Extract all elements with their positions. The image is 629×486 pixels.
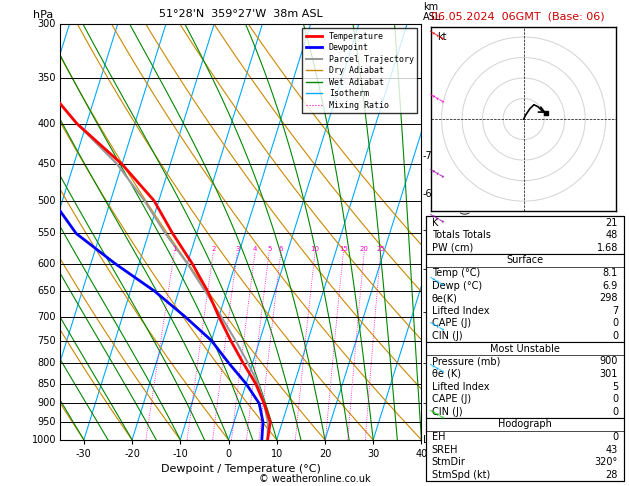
Text: LCL: LCL [423,435,440,445]
Text: 800: 800 [38,358,56,368]
Text: EH: EH [431,432,445,442]
Text: 0: 0 [612,394,618,404]
Text: 5: 5 [612,382,618,392]
Text: 900: 900 [599,356,618,366]
Text: 1: 1 [172,246,177,252]
Text: © weatheronline.co.uk: © weatheronline.co.uk [259,473,370,484]
Text: 320°: 320° [595,457,618,467]
Text: 500: 500 [38,195,56,206]
Text: Most Unstable: Most Unstable [490,344,560,354]
X-axis label: Dewpoint / Temperature (°C): Dewpoint / Temperature (°C) [160,465,321,474]
Text: 8.1: 8.1 [603,268,618,278]
Text: 6: 6 [279,246,283,252]
Text: -1: -1 [423,399,432,408]
Text: 600: 600 [38,259,56,269]
Text: 43: 43 [606,445,618,454]
Text: -7: -7 [423,152,432,161]
Text: →→→: →→→ [426,212,445,226]
Text: -5: -5 [423,226,432,235]
Text: 298: 298 [599,293,618,303]
Text: 2: 2 [211,246,216,252]
Text: 51°28'N  359°27'W  38m ASL: 51°28'N 359°27'W 38m ASL [159,9,323,19]
Text: Surface: Surface [506,256,543,265]
Text: 300: 300 [38,19,56,29]
Text: 400: 400 [38,119,56,129]
Text: →→→: →→→ [426,167,445,181]
Text: 06.05.2024  06GMT  (Base: 06): 06.05.2024 06GMT (Base: 06) [431,12,604,22]
Text: Lifted Index: Lifted Index [431,306,489,316]
Text: 48: 48 [606,230,618,240]
Text: StmSpd (kt): StmSpd (kt) [431,470,490,480]
Text: 3: 3 [235,246,240,252]
Text: →→→: →→→ [426,362,445,376]
Legend: Temperature, Dewpoint, Parcel Trajectory, Dry Adiabat, Wet Adiabat, Isotherm, Mi: Temperature, Dewpoint, Parcel Trajectory… [303,29,417,113]
Text: Totals Totals: Totals Totals [431,230,491,240]
Text: 0: 0 [612,407,618,417]
Text: 5: 5 [267,246,271,252]
Text: →→→: →→→ [426,275,445,289]
Text: 0: 0 [612,432,618,442]
Text: 21: 21 [606,218,618,227]
Text: 0: 0 [612,318,618,329]
Text: CIN (J): CIN (J) [431,331,462,341]
Text: 450: 450 [38,159,56,169]
Text: Lifted Index: Lifted Index [431,382,489,392]
Text: 700: 700 [38,312,56,322]
Text: 0: 0 [612,331,618,341]
Text: -4: -4 [423,264,432,274]
Text: -3: -3 [423,307,432,317]
Text: km
ASL: km ASL [423,2,442,22]
Text: 950: 950 [38,417,56,427]
Text: 650: 650 [38,286,56,296]
Text: -6: -6 [423,189,432,199]
FancyBboxPatch shape [426,216,624,254]
Text: 900: 900 [38,399,56,408]
Text: -2: -2 [423,358,432,368]
Text: Pressure (mb): Pressure (mb) [431,356,500,366]
Text: Dewp (°C): Dewp (°C) [431,280,482,291]
Text: θe (K): θe (K) [431,369,461,379]
Text: →→→: →→→ [426,92,445,106]
Text: 7: 7 [612,306,618,316]
FancyBboxPatch shape [426,343,624,418]
Text: Hodograph: Hodograph [498,419,552,430]
Text: →→→: →→→ [426,30,445,44]
Text: CAPE (J): CAPE (J) [431,394,471,404]
FancyBboxPatch shape [426,418,624,481]
Text: 550: 550 [38,228,56,239]
Text: →→→: →→→ [426,408,445,422]
Text: CIN (J): CIN (J) [431,407,462,417]
Text: 4: 4 [253,246,257,252]
Text: K: K [431,218,438,227]
Text: SREH: SREH [431,445,459,454]
Text: 6.9: 6.9 [603,280,618,291]
Text: 25: 25 [376,246,385,252]
Text: 350: 350 [38,72,56,83]
Text: CAPE (J): CAPE (J) [431,318,471,329]
Text: PW (cm): PW (cm) [431,243,473,253]
Text: 10: 10 [311,246,320,252]
Text: 750: 750 [38,335,56,346]
Text: 15: 15 [339,246,348,252]
Text: kt: kt [437,32,447,42]
Text: 20: 20 [360,246,369,252]
Text: 850: 850 [38,379,56,389]
Text: StmDir: StmDir [431,457,465,467]
Text: θe(K): θe(K) [431,293,458,303]
Text: Mixing Ratio (g/kg): Mixing Ratio (g/kg) [461,186,471,278]
Text: Temp (°C): Temp (°C) [431,268,480,278]
Text: 301: 301 [599,369,618,379]
Text: hPa: hPa [33,10,53,20]
Text: →→→: →→→ [426,321,445,335]
Text: 1000: 1000 [31,435,56,445]
FancyBboxPatch shape [426,254,624,343]
Text: 1.68: 1.68 [597,243,618,253]
Text: 28: 28 [606,470,618,480]
